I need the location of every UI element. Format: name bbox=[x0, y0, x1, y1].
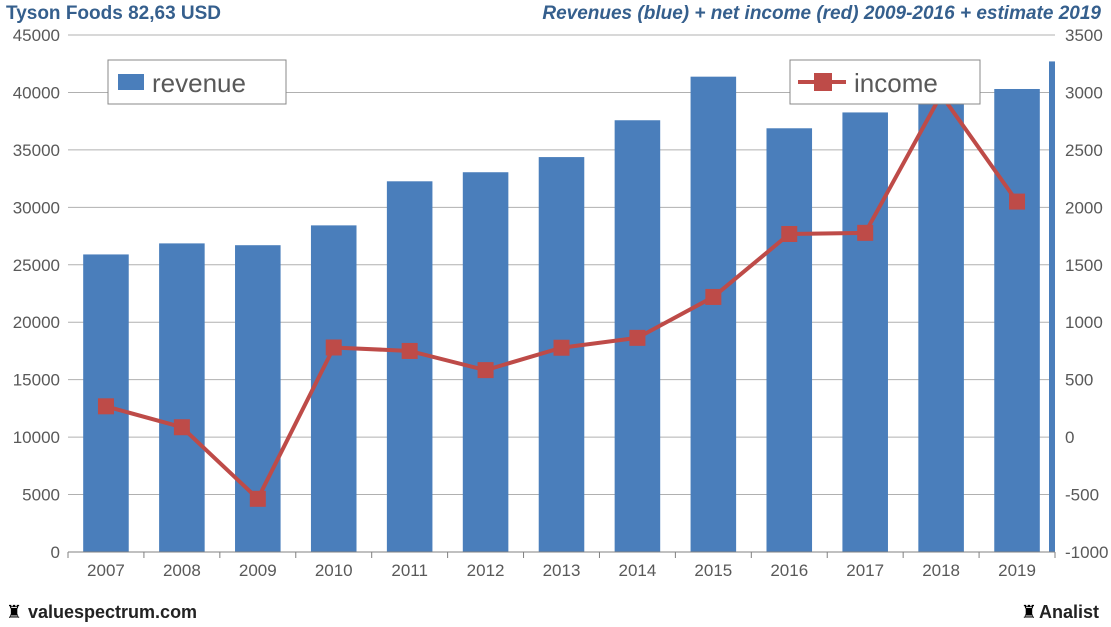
income-marker bbox=[554, 340, 570, 356]
income-marker bbox=[250, 491, 266, 507]
y-left-tick: 40000 bbox=[13, 83, 60, 102]
income-marker bbox=[705, 289, 721, 305]
income-marker bbox=[781, 226, 797, 242]
revenue-bar bbox=[918, 92, 964, 552]
y-left-tick: 20000 bbox=[13, 313, 60, 332]
svg-text:income: income bbox=[854, 68, 938, 98]
revenue-bar bbox=[691, 77, 737, 552]
y-left-tick: 5000 bbox=[22, 486, 60, 505]
x-tick: 2015 bbox=[694, 561, 732, 580]
x-tick: 2011 bbox=[391, 561, 428, 580]
y-right-tick: 2500 bbox=[1065, 141, 1103, 160]
revenue-bar-end bbox=[1049, 61, 1055, 552]
x-tick: 2012 bbox=[467, 561, 505, 580]
rook-icon: ♜ bbox=[6, 602, 22, 623]
footer: ♜ valuespectrum.com ♜ Analist bbox=[0, 600, 1111, 627]
y-left-tick: 45000 bbox=[13, 27, 60, 45]
footer-left: valuespectrum.com bbox=[28, 602, 197, 623]
y-right-tick: 3500 bbox=[1065, 27, 1103, 45]
revenue-bar bbox=[994, 89, 1040, 552]
revenue-bar bbox=[842, 112, 888, 552]
chart-frame: { "header": { "left": "Tyson Foods 82,63… bbox=[0, 0, 1111, 627]
svg-text:revenue: revenue bbox=[152, 68, 246, 98]
y-left-tick: 35000 bbox=[13, 141, 60, 160]
income-marker bbox=[326, 339, 342, 355]
footer-right: Analist bbox=[1039, 602, 1099, 623]
chart-svg: 0500010000150002000025000300003500040000… bbox=[0, 27, 1111, 600]
x-tick: 2017 bbox=[846, 561, 884, 580]
x-tick: 2019 bbox=[998, 561, 1036, 580]
x-tick: 2009 bbox=[239, 561, 277, 580]
y-left-tick: 15000 bbox=[13, 371, 60, 390]
y-right-tick: 1500 bbox=[1065, 256, 1103, 275]
y-right-tick: -500 bbox=[1065, 486, 1099, 505]
y-right-tick: 3000 bbox=[1065, 83, 1103, 102]
revenue-bar bbox=[387, 181, 433, 552]
y-left-tick: 0 bbox=[51, 543, 60, 562]
title-left: Tyson Foods 82,63 USD bbox=[6, 3, 221, 25]
x-tick: 2008 bbox=[163, 561, 201, 580]
chart-plot: 0500010000150002000025000300003500040000… bbox=[0, 27, 1111, 600]
revenue-bar bbox=[159, 243, 205, 552]
legend-income: income bbox=[790, 60, 980, 104]
rook-icon: ♜ bbox=[1021, 602, 1037, 623]
income-marker bbox=[629, 330, 645, 346]
title-right: Revenues (blue) + net income (red) 2009-… bbox=[542, 3, 1101, 25]
revenue-bar bbox=[766, 128, 812, 552]
x-tick: 2014 bbox=[619, 561, 657, 580]
y-right-tick: -1000 bbox=[1065, 543, 1108, 562]
y-left-tick: 30000 bbox=[13, 198, 60, 217]
x-tick: 2007 bbox=[87, 561, 125, 580]
y-right-tick: 0 bbox=[1065, 428, 1074, 447]
income-marker bbox=[402, 343, 418, 359]
x-tick: 2016 bbox=[770, 561, 808, 580]
revenue-bar bbox=[463, 172, 509, 552]
y-right-tick: 2000 bbox=[1065, 198, 1103, 217]
y-right-tick: 1000 bbox=[1065, 313, 1103, 332]
income-marker bbox=[174, 419, 190, 435]
header: Tyson Foods 82,63 USD Revenues (blue) + … bbox=[0, 0, 1111, 27]
revenue-bar bbox=[311, 225, 357, 552]
income-marker bbox=[1009, 194, 1025, 210]
y-right-tick: 500 bbox=[1065, 371, 1093, 390]
x-tick: 2018 bbox=[922, 561, 960, 580]
y-left-tick: 10000 bbox=[13, 428, 60, 447]
x-tick: 2013 bbox=[543, 561, 581, 580]
income-marker bbox=[857, 225, 873, 241]
income-marker bbox=[98, 398, 114, 414]
y-left-tick: 25000 bbox=[13, 256, 60, 275]
legend-revenue: revenue bbox=[108, 60, 286, 104]
income-marker bbox=[478, 362, 494, 378]
x-tick: 2010 bbox=[315, 561, 353, 580]
